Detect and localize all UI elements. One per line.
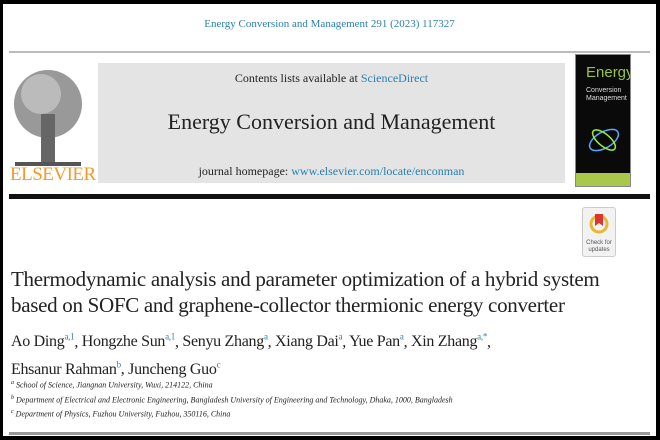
affiliation: b Department of Electrical and Electroni… — [11, 394, 453, 405]
affiliation: c Department of Physics, Fuzhou Universi… — [11, 409, 231, 419]
author[interactable]: Ehsanur Rahmanb — [11, 359, 121, 378]
contents-line: Contents lists available at ScienceDirec… — [234, 71, 429, 85]
article-page: Energy Conversion and Management 291 (20… — [3, 4, 656, 436]
article-title: Thermodynamic analysis and parameter opt… — [11, 267, 600, 317]
crossmark-icon — [589, 214, 609, 234]
divider-thick — [9, 194, 650, 199]
journal-title: Energy Conversion and Management — [167, 109, 496, 134]
elsevier-wordmark: ELSEVIER — [10, 164, 96, 185]
cover-bar — [576, 173, 630, 186]
author[interactable]: Xiang Daia — [275, 332, 343, 351]
cover-art — [588, 128, 620, 152]
journal-cover: Energy Conversion Management — [575, 54, 631, 187]
author-list: Ao Dinga,1, Hongzhe Suna,1, Senyu Zhanga… — [11, 332, 491, 378]
sciencedirect-link[interactable]: ScienceDirect — [360, 71, 429, 85]
author[interactable]: Hongzhe Suna,1 — [81, 332, 176, 351]
author[interactable]: Yue Pana — [349, 332, 404, 351]
affiliation: a School of Science, Jiangnan University… — [11, 380, 213, 390]
check-for-updates-button[interactable]: Check for updates — [582, 207, 616, 257]
divider — [9, 51, 650, 53]
author[interactable]: Xin Zhanga,* — [410, 332, 488, 351]
homepage-line: journal homepage: www.elsevier.com/locat… — [198, 164, 465, 178]
author[interactable]: Senyu Zhanga — [182, 332, 268, 351]
cover-subtitle: Conversion Management — [586, 87, 627, 102]
cover-title: Energy — [586, 64, 631, 81]
journal-banner: Contents lists available at ScienceDirec… — [98, 63, 565, 183]
author[interactable]: Ao Dinga,1 — [11, 332, 75, 351]
elsevier-tree-logo — [14, 70, 82, 166]
journal-citation[interactable]: Energy Conversion and Management 291 (20… — [204, 18, 455, 30]
homepage-link[interactable]: www.elsevier.com/locate/enconman — [291, 164, 465, 178]
author[interactable]: Juncheng Guoc — [128, 359, 221, 378]
divider — [9, 432, 650, 435]
affiliations: a School of Science, Jiangnan University… — [11, 377, 453, 421]
